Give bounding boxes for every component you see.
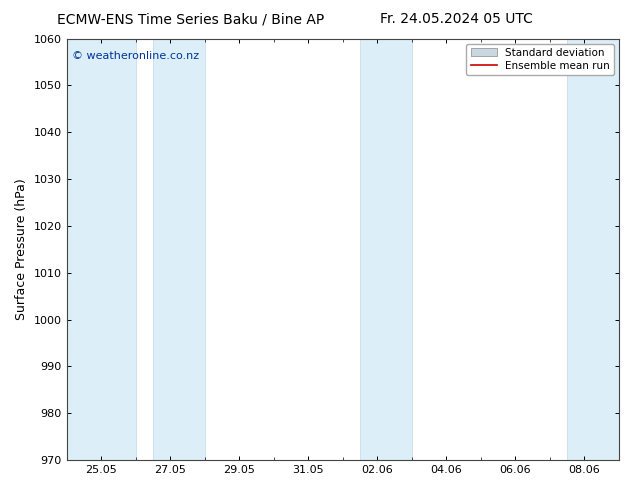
Text: ECMW-ENS Time Series Baku / Bine AP: ECMW-ENS Time Series Baku / Bine AP xyxy=(56,12,324,26)
Text: Fr. 24.05.2024 05 UTC: Fr. 24.05.2024 05 UTC xyxy=(380,12,533,26)
Bar xyxy=(567,39,619,460)
Bar xyxy=(67,39,136,460)
Bar xyxy=(360,39,412,460)
Text: © weatheronline.co.nz: © weatheronline.co.nz xyxy=(72,51,199,61)
Legend: Standard deviation, Ensemble mean run: Standard deviation, Ensemble mean run xyxy=(467,44,614,75)
Bar xyxy=(153,39,205,460)
Y-axis label: Surface Pressure (hPa): Surface Pressure (hPa) xyxy=(15,178,28,320)
